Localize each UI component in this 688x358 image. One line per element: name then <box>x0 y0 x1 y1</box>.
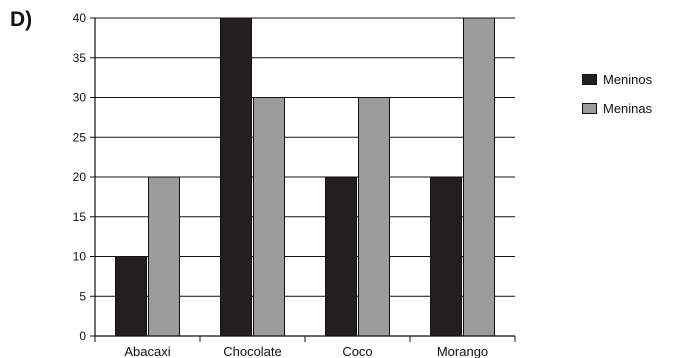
y-tick-label-5: 5 <box>79 289 86 303</box>
y-tick-label-0: 0 <box>79 329 86 343</box>
axes <box>90 17 516 342</box>
legend-label-meninos: Meninos <box>603 71 653 87</box>
y-tick-label-10: 10 <box>73 250 87 264</box>
bars <box>115 17 495 337</box>
bar-meninas-morango <box>463 17 495 337</box>
y-tick-labels: 0 5 10 15 20 25 30 35 40 <box>73 11 87 343</box>
panel-label: D) <box>10 8 33 31</box>
bar-meninos-morango <box>430 176 462 337</box>
legend-swatch-meninos <box>582 73 597 85</box>
y-tick-label-30: 30 <box>73 91 87 105</box>
legend-item-meninas: Meninas <box>582 99 652 117</box>
bar-meninas-chocolate <box>253 97 285 337</box>
legend-item-meninos: Meninos <box>582 70 652 88</box>
legend: Meninos Meninas <box>582 70 652 128</box>
y-tick-label-25: 25 <box>73 130 87 144</box>
x-category-label-abacaxi: Abacaxi <box>124 344 170 358</box>
x-category-label-coco: Coco <box>342 344 372 358</box>
bar-meninos-abacaxi <box>115 256 147 337</box>
legend-label-meninas: Meninas <box>603 100 653 116</box>
y-tick-label-20: 20 <box>73 170 87 184</box>
x-category-labels: Abacaxi Chocolate Coco Morango <box>124 344 488 358</box>
x-category-label-morango: Morango <box>437 344 488 358</box>
legend-swatch-meninas <box>582 102 597 114</box>
y-tick-label-15: 15 <box>73 210 87 224</box>
bar-meninas-coco <box>358 97 390 337</box>
y-tick-label-40: 40 <box>73 11 87 25</box>
bar-meninos-chocolate <box>220 17 252 337</box>
y-tick-label-35: 35 <box>73 51 87 65</box>
bar-meninos-coco <box>325 176 357 337</box>
bar-meninas-abacaxi <box>148 176 180 337</box>
x-category-label-chocolate: Chocolate <box>223 344 282 358</box>
